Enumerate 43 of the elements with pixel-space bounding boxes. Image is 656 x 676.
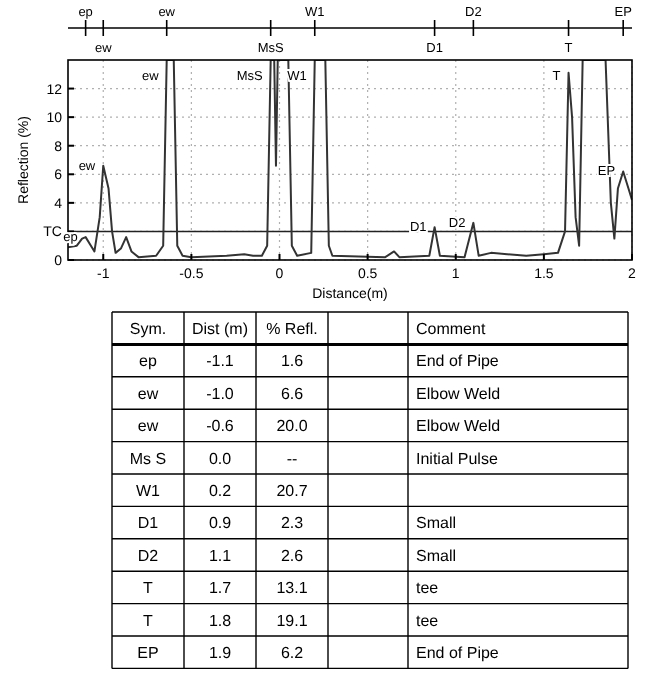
text: ew <box>137 384 159 403</box>
text: 0.0 <box>208 449 233 468</box>
text: 0.2 <box>208 482 233 501</box>
text: T <box>143 579 154 598</box>
text: End of Pipe <box>416 352 500 371</box>
text: 20.7 <box>276 482 309 501</box>
text: 19.1 <box>276 611 309 630</box>
text: Small <box>416 546 457 565</box>
category-label: Sym. <box>129 320 167 339</box>
text: 6.6 <box>280 384 305 403</box>
text: -1.1 <box>206 352 235 371</box>
text: Small <box>416 514 457 533</box>
text: -- <box>286 449 298 468</box>
text: 1.7 <box>208 579 233 598</box>
text: 20.0 <box>276 417 309 436</box>
text: 1.6 <box>280 352 305 371</box>
text: W1 <box>136 482 162 501</box>
text: ew <box>137 417 159 436</box>
category-label: Dist (m) <box>192 320 249 339</box>
text: Elbow Weld <box>416 417 501 436</box>
text: tee <box>416 611 440 630</box>
text: 13.1 <box>276 579 309 598</box>
text: 1.8 <box>208 611 233 630</box>
text: -1.0 <box>206 384 235 403</box>
text: -0.6 <box>206 417 235 436</box>
text: End of Pipe <box>416 644 500 663</box>
text: 6.2 <box>280 644 305 663</box>
text: T <box>143 611 154 630</box>
text: 0.9 <box>208 514 233 533</box>
text: D1 <box>137 514 160 533</box>
category-label: Comment <box>416 320 487 339</box>
text: 2.3 <box>280 514 305 533</box>
text: tee <box>416 579 440 598</box>
text: 1.9 <box>208 644 233 663</box>
category-label: % Refl. <box>266 320 318 339</box>
text: EP <box>137 644 159 663</box>
text: 1.1 <box>208 546 233 565</box>
text: 2.6 <box>280 546 305 565</box>
text: Initial Pulse <box>416 449 499 468</box>
text: Ms S <box>129 449 167 468</box>
text: D2 <box>137 546 160 565</box>
text: ep <box>139 352 158 371</box>
text: Elbow Weld <box>416 384 501 403</box>
